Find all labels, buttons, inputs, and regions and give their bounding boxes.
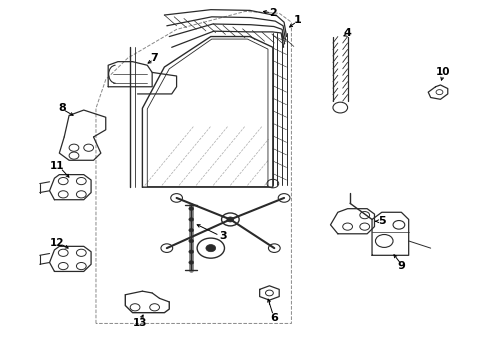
Text: 9: 9 (397, 261, 405, 271)
Circle shape (189, 239, 194, 243)
Text: 10: 10 (436, 67, 450, 77)
Text: 5: 5 (378, 216, 386, 226)
Text: 2: 2 (270, 8, 277, 18)
Text: 3: 3 (219, 231, 227, 240)
Circle shape (189, 261, 194, 264)
Circle shape (206, 244, 216, 252)
Text: 7: 7 (151, 53, 158, 63)
Text: 4: 4 (343, 28, 351, 38)
Text: 13: 13 (133, 319, 147, 328)
Circle shape (227, 217, 234, 222)
Circle shape (189, 207, 194, 211)
Text: 6: 6 (270, 313, 278, 323)
Text: 1: 1 (294, 15, 302, 25)
Circle shape (189, 250, 194, 253)
Circle shape (189, 218, 194, 221)
Text: 8: 8 (58, 103, 66, 113)
Circle shape (189, 228, 194, 232)
Text: 11: 11 (49, 161, 64, 171)
Text: 12: 12 (49, 238, 64, 248)
